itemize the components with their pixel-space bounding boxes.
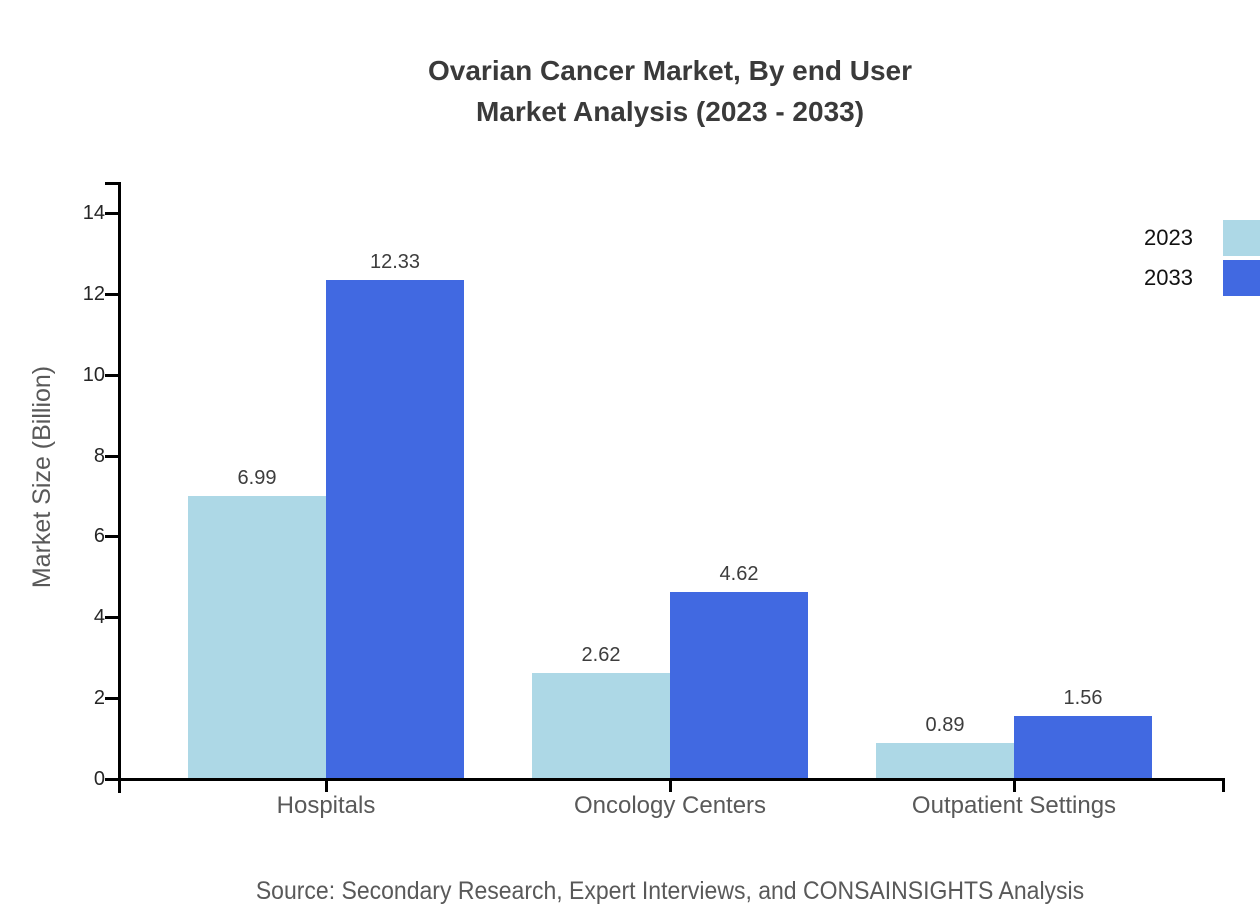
legend-swatch-icon: [1223, 220, 1260, 256]
category-label: Hospitals: [276, 792, 376, 819]
legend-item-2023: 2023: [1144, 220, 1260, 256]
y-tick-label: 12: [82, 283, 105, 305]
category-label: Oncology Centers: [573, 792, 767, 819]
y-tick-label: 8: [93, 445, 105, 467]
y-tick-label: 4: [93, 606, 105, 628]
y-tick-mark: [105, 535, 118, 538]
y-axis-title: Market Size (Billion): [28, 365, 56, 589]
chart-title: Ovarian Cancer Market, By end User Marke…: [118, 50, 1222, 132]
value-label-2033-hospitals: 12.33: [369, 251, 421, 273]
bar-2023-hospitals: [188, 496, 326, 779]
legend-label: 2033: [1144, 265, 1193, 290]
y-tick-mark: [105, 778, 118, 781]
value-label-2023-hospitals: 6.99: [237, 467, 277, 489]
chart-title-line1: Ovarian Cancer Market, By end User: [428, 55, 912, 86]
y-tick-mark: [105, 293, 118, 296]
legend-label: 2023: [1144, 225, 1193, 250]
value-label-2023-oncology-centers: 2.62: [581, 644, 621, 666]
value-label-2033-outpatient-settings: 1.56: [1063, 687, 1103, 709]
y-axis-line: [118, 182, 121, 793]
bar-2033-outpatient-settings: [1014, 716, 1152, 779]
y-tick-mark: [105, 455, 118, 458]
x-axis-end-cap: [1222, 778, 1225, 792]
legend-item-2033: 2033: [1144, 260, 1260, 296]
y-tick-label: 14: [82, 202, 105, 224]
y-tick-mark: [105, 374, 118, 377]
y-tick-label: 10: [82, 364, 105, 386]
y-tick-label: 6: [93, 525, 105, 547]
source-note: Source: Secondary Research, Expert Inter…: [255, 877, 1085, 905]
x-tick-mark: [325, 778, 328, 792]
value-label-2033-oncology-centers: 4.62: [719, 563, 759, 585]
bar-2033-oncology-centers: [670, 592, 808, 779]
y-tick-mark: [105, 697, 118, 700]
bar-2033-hospitals: [326, 280, 464, 779]
y-tick-label: 0: [93, 768, 105, 790]
value-label-2023-outpatient-settings: 0.89: [925, 714, 965, 736]
y-tick-mark: [105, 212, 118, 215]
category-label: Outpatient Settings: [911, 792, 1117, 819]
y-tick-mark: [105, 616, 118, 619]
legend-swatch-icon: [1223, 260, 1260, 296]
chart-title-line2: Market Analysis (2023 - 2033): [475, 96, 865, 127]
y-tick-label: 2: [93, 687, 105, 709]
x-tick-mark: [1013, 778, 1016, 792]
x-tick-mark: [669, 778, 672, 792]
legend: 2023 2033: [1144, 220, 1260, 296]
y-axis-end-cap: [105, 182, 118, 185]
bar-2023-outpatient-settings: [876, 743, 1014, 779]
bar-2023-oncology-centers: [532, 673, 670, 779]
